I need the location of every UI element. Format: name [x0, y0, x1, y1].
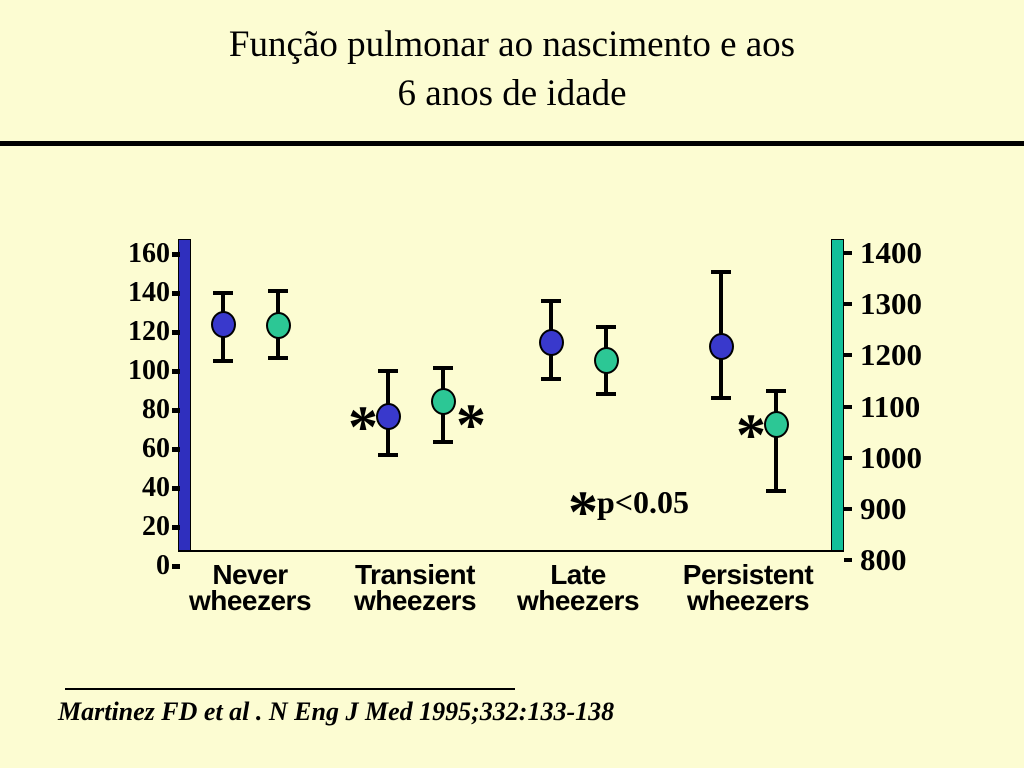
- right-axis-bar: [831, 239, 844, 552]
- left-axis-tick-label: 20: [142, 511, 170, 542]
- error-bar-cap: [378, 452, 398, 457]
- citation-divider: [65, 688, 515, 690]
- significance-asterisk: *: [456, 392, 486, 459]
- data-point-birth: [539, 328, 564, 356]
- slide-title-line2: 6 anos de idade: [397, 73, 627, 114]
- error-bar-cap: [213, 359, 233, 364]
- left-axis-tick-label: 140: [128, 277, 170, 308]
- title-divider: [0, 141, 1024, 146]
- left-axis-tick-mark: [172, 291, 180, 296]
- left-axis-tick-mark: [172, 564, 180, 569]
- category-label-line: Persistent: [682, 559, 814, 590]
- error-bar-cap: [541, 376, 561, 381]
- left-axis-tick-label: 100: [128, 355, 170, 386]
- left-axis-tick-label: 60: [142, 433, 170, 464]
- data-point-six-years: [764, 411, 789, 439]
- error-bar-cap: [711, 269, 731, 274]
- error-bar-cap: [766, 389, 786, 394]
- left-axis-tick-mark: [172, 447, 180, 452]
- legend-asterisk: *: [568, 479, 598, 545]
- significance-asterisk: *: [736, 402, 766, 469]
- data-point-birth: [211, 311, 236, 339]
- error-bar-cap: [268, 355, 288, 360]
- citation-text: Martinez FD et al . N Eng J Med 1995;332…: [58, 697, 615, 726]
- x-axis-baseline: [178, 550, 844, 552]
- data-point-birth: [709, 332, 734, 360]
- right-axis-tick-mark: [844, 558, 852, 562]
- left-axis-tick-label: 120: [128, 316, 170, 347]
- data-point-six-years: [431, 388, 456, 416]
- right-axis-tick-label: 800: [860, 542, 907, 577]
- right-axis-tick-label: 900: [860, 490, 907, 526]
- error-bar-cap: [213, 291, 233, 295]
- error-bar-cap: [378, 369, 398, 373]
- left-axis-tick-mark: [172, 369, 180, 374]
- legend-annotation-text: p<0.05: [597, 484, 690, 520]
- error-bar-cap: [596, 391, 616, 396]
- left-axis-tick-label: 160: [128, 238, 170, 269]
- data-point-birth: [376, 402, 401, 430]
- right-axis-tick-mark: [844, 404, 852, 409]
- left-axis-tick-mark: [172, 525, 180, 530]
- error-bar-cap: [433, 366, 453, 371]
- right-axis-tick-mark: [844, 251, 852, 255]
- data-point-six-years: [594, 347, 619, 375]
- category-label-line: wheezers: [686, 585, 810, 616]
- right-axis-tick-mark: [844, 455, 852, 460]
- right-axis-tick-mark: [844, 302, 852, 307]
- right-axis-tick-label: 1000: [860, 439, 922, 475]
- category-label-line: wheezers: [516, 585, 640, 616]
- left-axis-tick-label: 40: [142, 472, 170, 503]
- significance-asterisk: *: [348, 393, 378, 460]
- left-axis-tick-mark: [172, 486, 180, 491]
- category-label-line: wheezers: [188, 585, 312, 616]
- category-label-line: Transient: [355, 559, 475, 590]
- category-label-line: wheezers: [353, 585, 477, 616]
- right-axis-tick-mark: [844, 506, 852, 511]
- left-axis-tick-mark: [172, 330, 180, 335]
- right-axis-tick-mark: [844, 353, 852, 358]
- error-bar-cap: [433, 440, 453, 445]
- category-label-line: Late: [550, 559, 606, 590]
- left-axis-tick-mark: [172, 408, 180, 413]
- data-point-six-years: [266, 311, 291, 339]
- left-axis-tick-label: 0: [156, 550, 170, 581]
- right-axis-tick-label: 1100: [860, 388, 921, 424]
- slide-title: Função pulmonar ao nascimento e aos 6 an…: [0, 20, 1024, 118]
- right-axis-tick-label: 1200: [860, 337, 922, 373]
- right-axis-tick-label: 1400: [860, 235, 922, 270]
- error-bar-cap: [766, 488, 786, 493]
- left-axis-tick-label: 80: [142, 394, 170, 425]
- error-bar-cap: [268, 289, 288, 294]
- error-bar: [774, 391, 778, 491]
- error-bar-cap: [711, 396, 731, 401]
- category-label: Late wheezers: [478, 559, 678, 616]
- left-axis-bar: [178, 239, 191, 552]
- right-axis-tick-label: 1300: [860, 286, 922, 322]
- category-label: Never wheezers: [150, 559, 350, 616]
- category-label: Persistent wheezers: [648, 559, 848, 616]
- category-label-line: Never: [212, 559, 288, 590]
- slide-title-line1: Função pulmonar ao nascimento e aos: [228, 24, 796, 65]
- error-bar-cap: [596, 325, 616, 330]
- category-label: Transient wheezers: [315, 559, 515, 616]
- error-bar-cap: [541, 298, 561, 303]
- left-axis-tick-mark: [172, 252, 180, 257]
